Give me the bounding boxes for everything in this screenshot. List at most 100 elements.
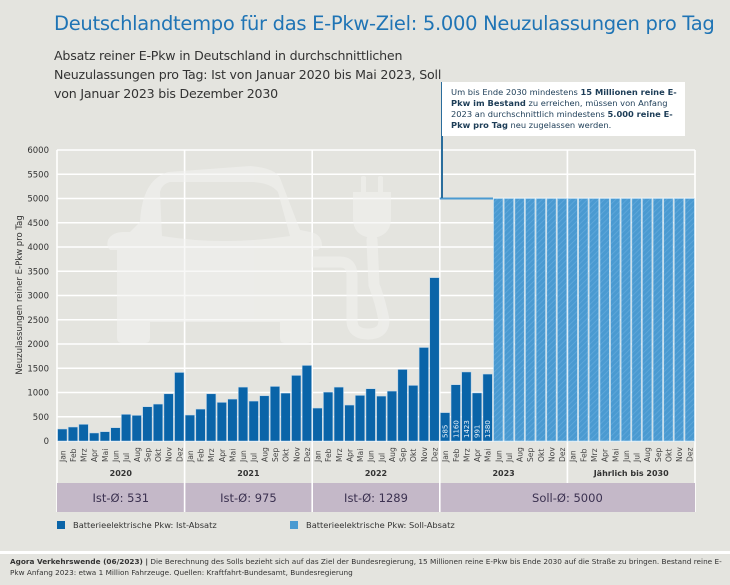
x-tick-label-month: Mai bbox=[228, 449, 237, 462]
bar-ist bbox=[280, 392, 291, 442]
legend-swatch-ist bbox=[57, 521, 65, 529]
x-tick-label-month: Nov bbox=[420, 447, 429, 462]
bar-ist bbox=[270, 386, 280, 442]
y-tick-label: 4500 bbox=[27, 219, 49, 229]
bar-ist bbox=[301, 365, 312, 442]
x-tick-label-month: Jul bbox=[505, 453, 514, 463]
bar-ist bbox=[429, 277, 440, 442]
bar-ist bbox=[418, 347, 429, 442]
bar-soll bbox=[610, 198, 621, 442]
bar-soll bbox=[567, 198, 578, 442]
x-tick-label-month: Jul bbox=[377, 453, 386, 463]
x-tick-label-month: Jan bbox=[58, 450, 67, 463]
bar-soll bbox=[599, 198, 610, 442]
annotation-leader-line bbox=[441, 82, 443, 198]
x-group-label: 2022 bbox=[365, 469, 387, 478]
bar-ist bbox=[472, 392, 482, 442]
x-tick-label-month: Mai bbox=[101, 449, 110, 462]
bar-soll bbox=[493, 198, 504, 442]
y-tick-label: 4000 bbox=[27, 243, 49, 253]
x-tick-label-month: Sep bbox=[143, 448, 152, 462]
bar-soll bbox=[546, 198, 557, 442]
x-tick-label-month: Mrz bbox=[80, 448, 89, 462]
average-label: Ist-Ø: 531 bbox=[93, 491, 150, 505]
x-tick-label-month: Aug bbox=[260, 447, 269, 462]
bar-soll bbox=[642, 198, 653, 442]
bar-data-label: 991 bbox=[474, 425, 482, 438]
x-tick-label-month: Sep bbox=[654, 448, 663, 462]
x-tick-label-month: Jan bbox=[314, 450, 323, 463]
bar-ist bbox=[355, 395, 366, 442]
legend-item-ist: Batterieelektrische Pkw: Ist-Absatz bbox=[57, 520, 217, 530]
bar-ist bbox=[408, 385, 419, 442]
x-tick-label-month: Sep bbox=[399, 448, 408, 462]
x-tick-label-month: Apr bbox=[218, 448, 227, 462]
x-tick-label-month: Feb bbox=[69, 448, 78, 462]
bar-ist bbox=[386, 390, 397, 442]
x-tick-label-month: Aug bbox=[643, 447, 652, 462]
bar-soll bbox=[631, 198, 642, 442]
x-tick-label-month: Okt bbox=[409, 449, 418, 462]
bar-soll bbox=[663, 198, 674, 442]
x-tick-label-month: Mai bbox=[356, 449, 365, 462]
bar-soll bbox=[525, 198, 536, 442]
x-tick-label-month: Mrz bbox=[590, 448, 599, 462]
y-tick-label: 0 bbox=[44, 437, 49, 447]
x-tick-label-month: Dez bbox=[558, 447, 567, 462]
bar-ist bbox=[323, 391, 334, 442]
bar-soll bbox=[503, 198, 514, 442]
x-tick-label-month: Sep bbox=[271, 448, 280, 462]
y-tick-label: 2500 bbox=[27, 316, 49, 326]
bar-soll bbox=[514, 198, 525, 442]
bar-soll bbox=[588, 198, 600, 442]
y-tick-label: 6000 bbox=[27, 146, 49, 156]
y-tick-label: 5000 bbox=[27, 195, 49, 205]
annotation-emphasis: 15 Millionen reine E-Pkw im Bestand bbox=[451, 87, 677, 108]
bar-ist bbox=[461, 371, 472, 442]
bar-ist bbox=[57, 428, 68, 442]
bar-ist bbox=[121, 414, 132, 442]
bar-ist bbox=[450, 384, 461, 442]
bar-soll bbox=[673, 198, 685, 442]
y-tick-label: 2000 bbox=[27, 340, 49, 350]
x-tick-label-month: Mai bbox=[484, 449, 493, 462]
x-tick-label-month: Mrz bbox=[335, 448, 344, 462]
bar-ist bbox=[397, 369, 408, 442]
annotation-text: neu zugelassen werden. bbox=[507, 120, 612, 130]
bar-ist bbox=[163, 393, 174, 442]
bar-ist bbox=[216, 402, 227, 442]
bar-ist bbox=[259, 395, 270, 442]
average-label: Soll-Ø: 5000 bbox=[532, 491, 603, 505]
x-group-label: 2023 bbox=[492, 469, 514, 478]
y-tick-label: 3000 bbox=[27, 292, 49, 302]
x-group-label: 2020 bbox=[110, 469, 133, 478]
bar-ist bbox=[78, 424, 89, 442]
bar-ist bbox=[365, 388, 376, 442]
x-tick-label-month: Mai bbox=[611, 449, 620, 462]
x-tick-label-month: Dez bbox=[430, 447, 439, 462]
average-band bbox=[57, 483, 695, 512]
x-tick-label-month: Nov bbox=[165, 447, 174, 462]
bar-ist bbox=[184, 414, 195, 442]
x-tick-label-month: Jun bbox=[622, 450, 631, 463]
ev-car-plug-icon bbox=[107, 166, 391, 343]
x-tick-label-month: Aug bbox=[133, 447, 142, 462]
legend-label-ist: Batterieelektrische Pkw: Ist-Absatz bbox=[73, 520, 217, 530]
bar-soll bbox=[652, 198, 663, 442]
x-tick-label-month: Dez bbox=[686, 447, 695, 462]
bar-ist bbox=[142, 406, 153, 442]
x-tick-label-month: Dez bbox=[303, 447, 312, 462]
x-group-label: 2021 bbox=[237, 469, 260, 478]
chart-subtitle: Absatz reiner E-Pkw in Deutschland in du… bbox=[54, 48, 442, 101]
bar-soll bbox=[535, 198, 546, 442]
bar-ist bbox=[376, 395, 387, 442]
bar-ist bbox=[195, 408, 206, 442]
x-tick-label-month: Apr bbox=[473, 448, 482, 462]
bar-soll bbox=[578, 198, 589, 442]
x-tick-label-month: Jan bbox=[441, 450, 450, 463]
bar-data-label: 585 bbox=[442, 425, 450, 438]
chart-title: Deutschlandtempo für das E-Pkw-Ziel: 5.0… bbox=[54, 12, 715, 35]
x-tick-label-month: Okt bbox=[282, 449, 291, 462]
legend-label-soll: Batterieelektrische Pkw: Soll-Absatz bbox=[306, 520, 455, 530]
